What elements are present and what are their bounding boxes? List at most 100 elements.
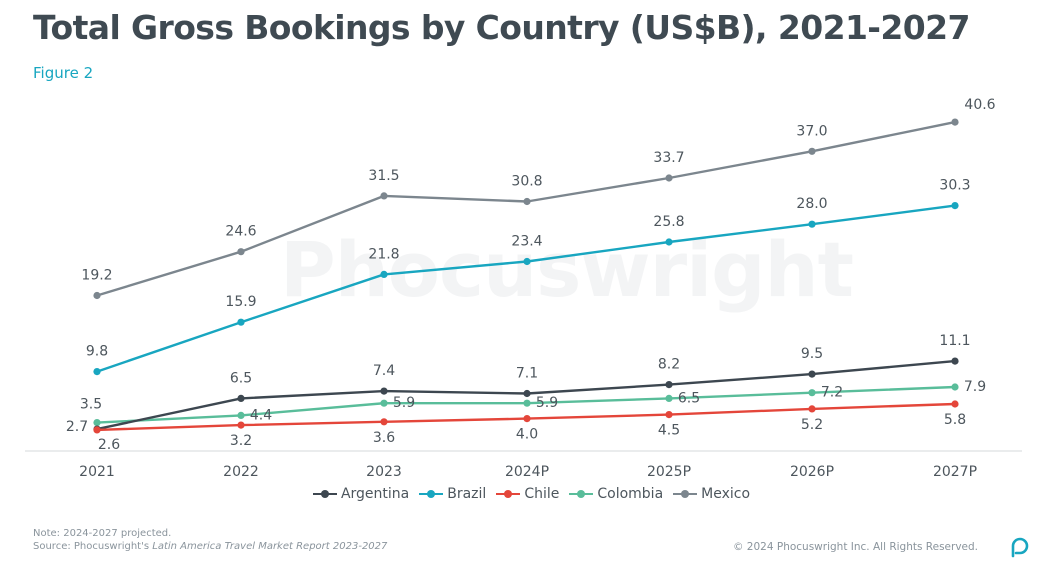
legend-swatch: [419, 488, 444, 500]
data-label-mexico: 31.5: [368, 168, 399, 184]
footnote: Note: 2024-2027 projected. Source: Phocu…: [33, 527, 387, 553]
data-point-argentina: [380, 387, 388, 395]
watermark: Phocuswright: [280, 225, 854, 314]
data-point-brazil: [665, 238, 673, 246]
data-label-brazil: 23.4: [511, 233, 542, 249]
x-tick-label: 2021: [79, 464, 115, 480]
data-label-colombia: 6.5: [678, 390, 700, 406]
data-label-colombia: 7.2: [821, 385, 843, 401]
note-line: Note: 2024-2027 projected.: [33, 528, 172, 539]
legend-item-colombia: Colombia: [569, 486, 663, 502]
data-point-chile: [665, 411, 673, 419]
legend-label: Argentina: [340, 486, 410, 502]
legend-label: Mexico: [701, 486, 751, 502]
data-label-colombia: 4.4: [250, 407, 272, 423]
data-label-chile: 4.5: [658, 423, 680, 439]
data-point-colombia: [951, 383, 959, 391]
data-point-colombia: [380, 399, 388, 407]
legend-item-brazil: Brazil: [419, 486, 486, 502]
data-label-mexico: 19.2: [81, 267, 112, 283]
data-point-mexico: [380, 192, 388, 200]
data-point-brazil: [808, 220, 816, 228]
data-label-chile: 3.2: [230, 433, 252, 449]
legend-item-argentina: Argentina: [312, 486, 410, 502]
legend-swatch: [312, 488, 337, 500]
data-label-chile: 3.6: [373, 430, 395, 446]
data-label-chile: 2.6: [98, 437, 120, 453]
data-label-mexico: 33.7: [653, 150, 684, 166]
data-point-chile: [808, 405, 816, 413]
legend-item-chile: Chile: [496, 486, 559, 502]
source-line: Source: Phocuswright's Latin America Tra…: [33, 540, 387, 553]
data-point-colombia: [237, 411, 245, 419]
data-label-brazil: 21.8: [368, 246, 399, 262]
x-tick-label: 2026P: [790, 464, 834, 480]
data-label-colombia: 7.9: [964, 379, 986, 395]
data-point-brazil: [951, 202, 959, 210]
data-label-chile: 4.0: [516, 427, 538, 443]
data-label-colombia: 5.9: [536, 395, 558, 411]
x-tick-label: 2027P: [933, 464, 977, 480]
legend-label: Colombia: [597, 486, 664, 502]
legend-label: Brazil: [447, 486, 487, 502]
copyright: © 2024 Phocuswright Inc. All Rights Rese…: [732, 541, 978, 553]
data-label-mexico: 37.0: [796, 123, 827, 139]
data-point-colombia: [665, 394, 673, 402]
data-point-colombia: [808, 389, 816, 397]
legend-label: Chile: [524, 486, 560, 502]
x-tick-label: 2025P: [647, 464, 691, 480]
data-point-argentina: [665, 381, 673, 389]
data-point-chile: [237, 421, 245, 429]
data-point-argentina: [523, 389, 531, 398]
data-point-mexico: [951, 118, 959, 126]
source-title: Latin America Travel Market Report 2023-…: [152, 541, 388, 552]
x-tick-label: 2024P: [505, 464, 549, 480]
data-label-brazil: 30.3: [939, 178, 970, 194]
data-point-mexico: [808, 147, 816, 155]
data-label-argentina: 6.5: [230, 370, 252, 386]
data-point-chile: [93, 426, 101, 434]
data-point-argentina: [951, 357, 959, 365]
data-point-argentina: [237, 394, 245, 402]
data-label-chile: 5.2: [801, 417, 823, 433]
data-label-mexico: 30.8: [511, 174, 542, 190]
data-label-argentina: 9.5: [801, 346, 823, 362]
data-label-chile: 5.8: [944, 412, 966, 428]
chart-legend: Argentina Brazil Chile Colombia Mexico: [0, 486, 1043, 502]
data-label-mexico: 40.6: [964, 97, 995, 113]
data-label-mexico: 24.6: [225, 224, 256, 240]
chart-title: Total Gross Bookings by Country (US$B), …: [33, 8, 970, 47]
legend-swatch: [496, 488, 521, 500]
data-label-brazil: 28.0: [796, 196, 827, 212]
data-point-colombia: [523, 399, 531, 407]
data-label-brazil: 9.8: [86, 344, 108, 360]
data-point-brazil: [380, 270, 388, 278]
data-point-mexico: [93, 291, 101, 300]
data-label-brazil: 25.8: [653, 214, 684, 230]
source-prefix: Source: Phocuswright's: [33, 541, 153, 552]
x-tick-label: 2022: [223, 464, 259, 480]
legend-swatch: [673, 488, 698, 500]
data-point-argentina: [808, 370, 816, 378]
data-point-brazil: [237, 318, 245, 326]
phocuswright-logo-icon: [1011, 537, 1029, 558]
data-label-colombia: 5.9: [393, 395, 415, 411]
data-point-chile: [380, 418, 388, 426]
data-label-argentina: 2.7: [66, 419, 88, 435]
data-label-argentina: 7.4: [373, 363, 395, 379]
data-point-mexico: [523, 197, 531, 206]
data-point-chile: [523, 415, 531, 423]
data-point-colombia: [93, 419, 101, 427]
legend-item-mexico: Mexico: [673, 486, 750, 502]
data-label-colombia: 3.5: [80, 397, 102, 413]
data-point-brazil: [93, 368, 101, 376]
data-point-mexico: [237, 248, 245, 256]
data-point-mexico: [665, 174, 673, 182]
data-point-brazil: [523, 257, 531, 266]
legend-swatch: [569, 488, 594, 500]
data-point-chile: [951, 400, 959, 408]
data-label-argentina: 8.2: [658, 357, 680, 373]
data-label-argentina: 11.1: [939, 333, 970, 349]
figure-label: Figure 2: [33, 64, 94, 82]
